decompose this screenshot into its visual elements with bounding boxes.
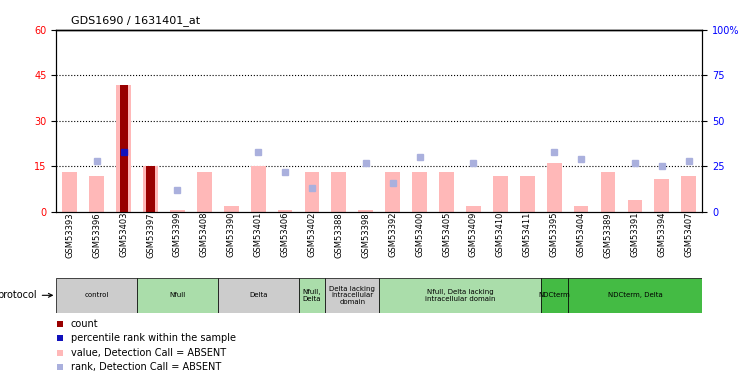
Bar (466, 206, 481, 212)
Text: GSM53395: GSM53395 (550, 212, 559, 257)
Bar (681, 176, 696, 212)
Bar (170, 210, 185, 212)
Bar (331, 172, 346, 212)
Text: GSM53397: GSM53397 (146, 212, 155, 258)
Bar (493, 176, 508, 212)
Text: GSM53401: GSM53401 (254, 212, 263, 257)
Bar (520, 176, 535, 212)
Text: Nfull: Nfull (169, 292, 185, 298)
Text: NDCterm, Delta: NDCterm, Delta (608, 292, 662, 298)
Text: GSM53403: GSM53403 (119, 212, 128, 257)
Text: GSM53389: GSM53389 (604, 212, 613, 258)
Text: GSM53398: GSM53398 (361, 212, 370, 258)
Bar (385, 172, 400, 212)
Bar (547, 164, 562, 212)
Bar (197, 172, 212, 212)
Bar (119, 85, 128, 212)
Bar (143, 166, 158, 212)
Bar (628, 200, 642, 212)
Text: count: count (71, 319, 98, 328)
Bar (541, 278, 568, 313)
Bar (574, 206, 589, 212)
Text: percentile rank within the sample: percentile rank within the sample (71, 333, 236, 343)
Text: GSM53406: GSM53406 (281, 212, 290, 257)
Bar (56, 278, 137, 313)
Text: protocol: protocol (0, 290, 53, 300)
Bar (325, 278, 379, 313)
Text: GSM53404: GSM53404 (577, 212, 586, 257)
Text: Delta: Delta (249, 292, 267, 298)
Text: NDCterm: NDCterm (538, 292, 570, 298)
Bar (224, 206, 239, 212)
Text: GSM53391: GSM53391 (630, 212, 639, 257)
Text: GSM53394: GSM53394 (657, 212, 666, 257)
Text: GSM53407: GSM53407 (684, 212, 693, 257)
Bar (358, 210, 373, 212)
Text: value, Detection Call = ABSENT: value, Detection Call = ABSENT (71, 348, 225, 358)
Bar (89, 176, 104, 212)
Text: GSM53409: GSM53409 (469, 212, 478, 257)
Text: GSM53390: GSM53390 (227, 212, 236, 257)
Text: GSM53396: GSM53396 (92, 212, 101, 258)
Text: GSM53402: GSM53402 (307, 212, 316, 257)
Bar (412, 172, 427, 212)
Bar (146, 166, 155, 212)
Bar (251, 166, 266, 212)
Text: GSM53408: GSM53408 (200, 212, 209, 257)
Bar (439, 172, 454, 212)
Bar (218, 278, 299, 313)
Text: Nfull,
Delta: Nfull, Delta (303, 289, 321, 302)
Bar (137, 278, 218, 313)
Bar (568, 278, 702, 313)
Text: Nfull, Delta lacking
intracellular domain: Nfull, Delta lacking intracellular domai… (425, 289, 495, 302)
Bar (379, 278, 541, 313)
Text: GSM53388: GSM53388 (334, 212, 343, 258)
Text: GDS1690 / 1631401_at: GDS1690 / 1631401_at (71, 15, 201, 26)
Bar (305, 172, 319, 212)
Bar (601, 172, 615, 212)
Text: GSM53400: GSM53400 (415, 212, 424, 257)
Text: GSM53399: GSM53399 (173, 212, 182, 257)
Text: GSM53392: GSM53392 (388, 212, 397, 257)
Bar (62, 172, 77, 212)
Text: GSM53411: GSM53411 (523, 212, 532, 257)
Text: GSM53393: GSM53393 (65, 212, 74, 258)
Bar (654, 178, 669, 212)
Bar (116, 85, 131, 212)
Bar (299, 278, 325, 313)
Text: GSM53410: GSM53410 (496, 212, 505, 257)
Text: rank, Detection Call = ABSENT: rank, Detection Call = ABSENT (71, 362, 221, 372)
Bar (278, 210, 292, 212)
Text: GSM53405: GSM53405 (442, 212, 451, 257)
Text: control: control (85, 292, 109, 298)
Text: Delta lacking
intracellular
domain: Delta lacking intracellular domain (330, 286, 376, 305)
